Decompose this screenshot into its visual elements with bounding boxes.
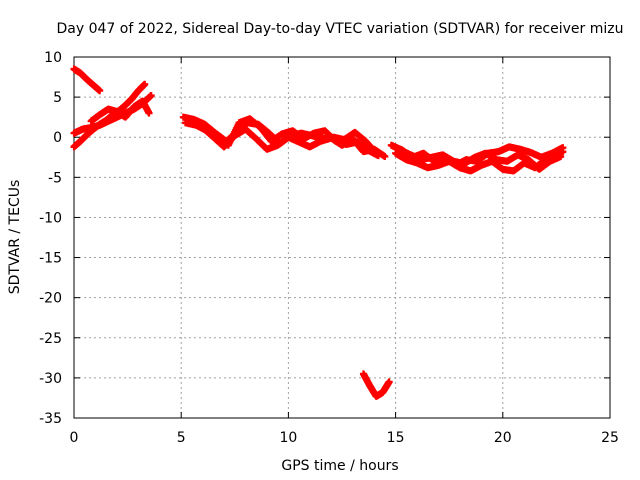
y-tick-label: -35 [39, 411, 62, 427]
data-point [145, 109, 153, 117]
y-tick-label: 10 [44, 50, 62, 66]
data-point [557, 152, 565, 160]
data-point [559, 148, 567, 156]
y-tick-label: 0 [53, 130, 62, 146]
data-point [141, 80, 149, 88]
plot-frame [73, 56, 611, 419]
chart-title: Day 047 of 2022, Sidereal Day-to-day VTE… [57, 21, 624, 37]
x-tick-label: 10 [279, 430, 297, 446]
data-point [385, 378, 393, 386]
x-tick-label: 0 [70, 430, 79, 446]
y-tick-label: -30 [39, 371, 62, 387]
series-b [70, 80, 149, 151]
series-group [70, 65, 567, 400]
x-axis-label: GPS time / hours [281, 458, 398, 474]
y-tick-label: 5 [53, 90, 62, 106]
series-g [188, 117, 389, 160]
axis-ticks: 0 5 10 15 20 25 10 5 0 -5 -10 -15 -20 -25 -30 -35 [39, 50, 619, 446]
y-tick-label: -20 [39, 291, 62, 307]
x-tick-label: 20 [494, 430, 512, 446]
data-point [147, 92, 155, 100]
x-tick-label: 5 [177, 430, 186, 446]
data-point [381, 152, 389, 160]
data-point [96, 87, 104, 95]
series-k [396, 146, 565, 173]
series-a [70, 65, 104, 95]
y-tick-label: -25 [39, 331, 62, 347]
grid [74, 57, 610, 418]
y-axis-label: SDTVAR / TECUs [7, 180, 23, 295]
y-tick-label: -15 [39, 251, 62, 267]
series-d [87, 97, 153, 125]
series-h [359, 370, 393, 400]
y-tick-label: -10 [39, 210, 62, 226]
x-tick-label: 15 [387, 430, 405, 446]
x-tick-label: 25 [601, 430, 619, 446]
y-tick-label: -5 [48, 170, 62, 186]
